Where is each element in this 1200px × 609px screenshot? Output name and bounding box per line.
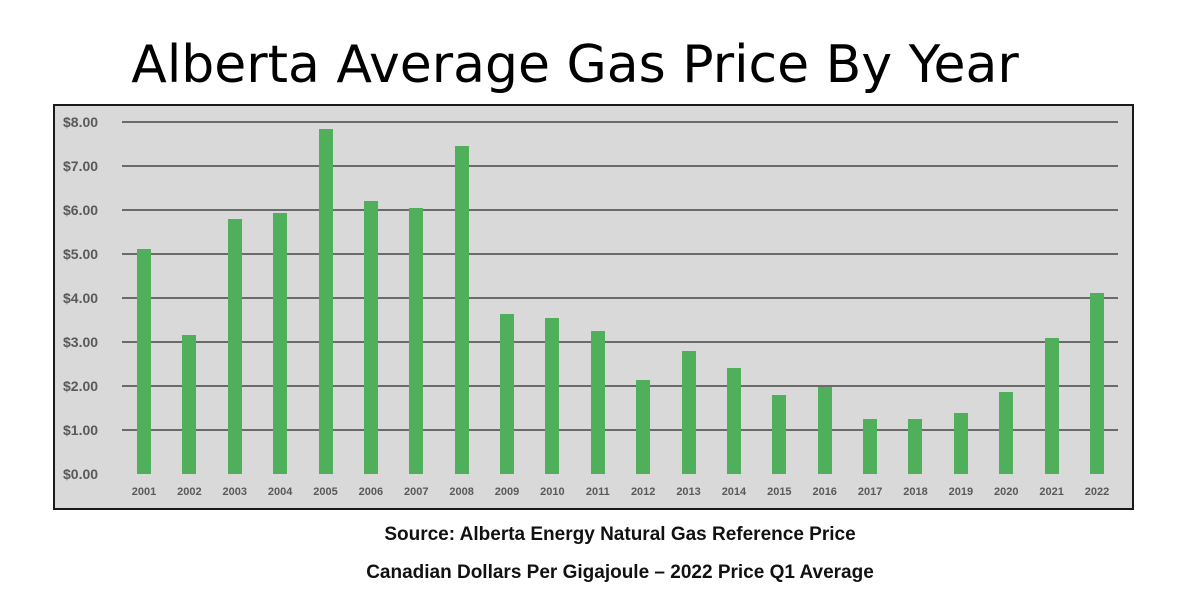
y-axis-tick-label: $0.00 <box>63 466 99 482</box>
bar-2003 <box>227 219 242 474</box>
gridline <box>122 165 1118 167</box>
x-axis-tick-label: 2016 <box>812 486 837 498</box>
x-axis-tick-label: 2020 <box>993 486 1019 498</box>
y-axis-tick-label: $3.00 <box>63 334 99 350</box>
bar-2014 <box>726 367 741 474</box>
y-axis-tick-label: $7.00 <box>63 158 99 174</box>
gridline <box>122 429 1118 431</box>
y-axis-tick-label: $5.00 <box>63 246 99 262</box>
x-axis-tick-label: 2011 <box>585 486 610 498</box>
x-axis-tick-label: 2010 <box>540 486 565 498</box>
x-axis-tick-label: 2004 <box>267 486 293 498</box>
x-axis-tick-label: 2006 <box>358 486 384 498</box>
y-axis-tick-label: $2.00 <box>63 378 99 394</box>
bar-2013 <box>681 350 696 474</box>
bar-2007 <box>409 208 424 474</box>
y-axis-tick-label: $8.00 <box>63 114 99 130</box>
units-caption: Canadian Dollars Per Gigajoule – 2022 Pr… <box>366 562 874 583</box>
x-axis-tick-label: 2018 <box>903 486 928 498</box>
plot-area: $0.00 $1.00 $2.00 $3.00 $4.00 $5.00 $6.00 $7.00… <box>55 106 1132 508</box>
y-axis-tick-label: $6.00 <box>63 202 99 218</box>
bar-2009 <box>500 314 515 474</box>
chart-title: Alberta Average Gas Price By Year <box>131 35 1019 95</box>
x-axis-tick-label: 2013 <box>676 486 701 498</box>
bar-2020 <box>999 392 1014 474</box>
x-axis-tick-label: 2014 <box>721 486 747 498</box>
bar-2001 <box>137 248 151 474</box>
bar-2018 <box>908 418 923 474</box>
bar-2012 <box>636 380 651 474</box>
bar-2021 <box>1044 338 1059 474</box>
bar-2016 <box>817 386 832 474</box>
bar-2022 <box>1090 293 1104 474</box>
bar-2002 <box>182 334 197 474</box>
bar-2008 <box>454 146 469 474</box>
gridline <box>122 253 1118 255</box>
gridline <box>122 341 1118 343</box>
bar-2004 <box>273 212 288 474</box>
x-axis-tick-label: 2012 <box>630 486 656 498</box>
bar-2010 <box>545 318 560 474</box>
bar-2006 <box>363 201 378 474</box>
chart-area: $0.00 $1.00 $2.00 $3.00 $4.00 $5.00 $6.00 $7.00… <box>53 104 1134 510</box>
gridline <box>122 209 1118 211</box>
bar-2011 <box>590 331 605 474</box>
gridline <box>122 121 1118 123</box>
x-axis-tick-label: 2002 <box>177 486 202 498</box>
y-axis-tick-label: $1.00 <box>63 422 99 438</box>
bar-2015 <box>772 394 787 474</box>
bar-2017 <box>863 418 878 474</box>
x-axis-tick-label: 2001 <box>131 486 157 498</box>
x-axis-tick-label: 2008 <box>449 486 474 498</box>
x-axis-tick-label: 2005 <box>313 486 338 498</box>
y-axis-tick-label: $4.00 <box>63 290 99 306</box>
x-axis-tick-label: 2017 <box>857 486 883 498</box>
gridline <box>122 297 1118 299</box>
x-axis-tick-label: 2007 <box>404 486 429 498</box>
x-axis-tick-label: 2009 <box>494 486 520 498</box>
x-axis-tick-label: 2003 <box>222 486 247 498</box>
gridline <box>122 385 1118 387</box>
bar-2005 <box>318 129 333 474</box>
source-caption: Source: Alberta Energy Natural Gas Refer… <box>384 524 856 545</box>
x-axis-tick-label: 2015 <box>767 486 792 498</box>
bar-2019 <box>953 412 968 474</box>
x-axis-tick-label: 2019 <box>948 486 974 498</box>
x-axis-tick-label: 2022 <box>1084 486 1110 498</box>
x-axis-tick-label: 2021 <box>1039 486 1064 498</box>
